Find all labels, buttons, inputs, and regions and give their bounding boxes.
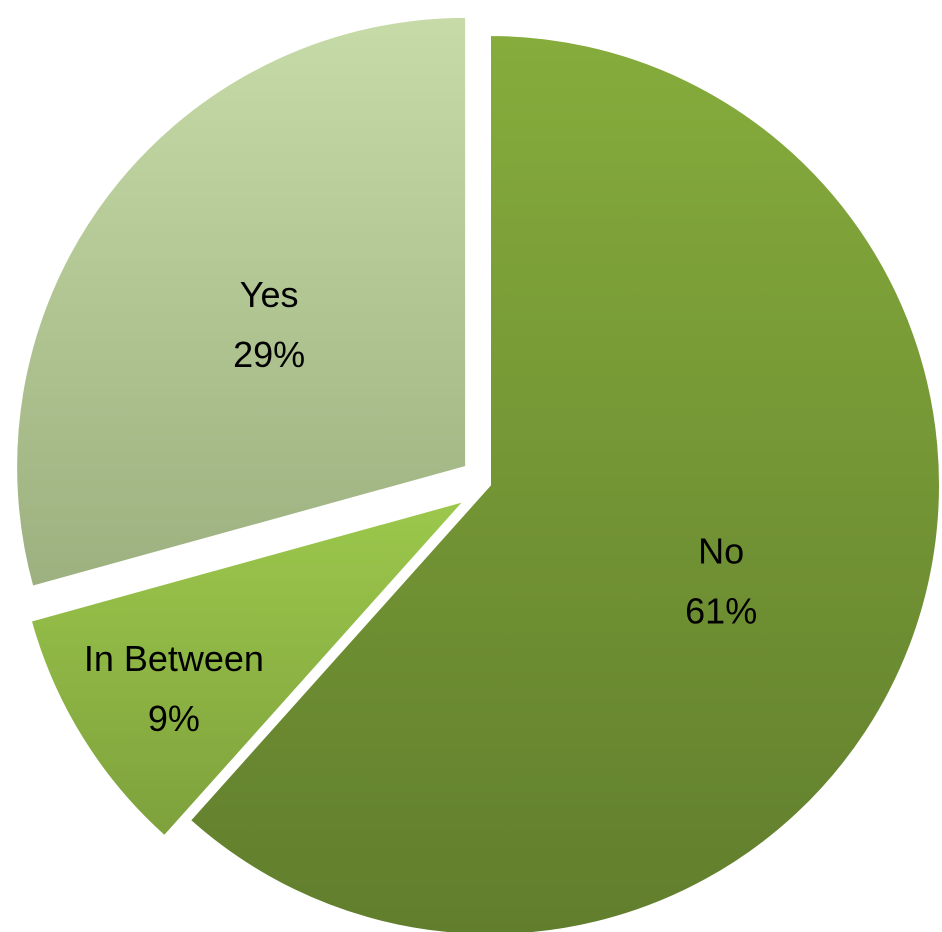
slices-layer	[15, 15, 941, 932]
slice-label-no: No	[698, 530, 744, 571]
slice-value-in-between: 9%	[148, 698, 200, 739]
pie-slice-yes	[15, 15, 468, 588]
slice-label-yes: Yes	[240, 274, 299, 315]
slice-value-no: 61%	[685, 590, 757, 631]
pie-slice-no	[188, 33, 941, 932]
pie-slice-in-between	[29, 498, 468, 838]
slice-label-in-between: In Between	[84, 638, 264, 679]
slice-value-yes: 29%	[233, 334, 305, 375]
labels-layer: No 61% In Between 9% Yes 29%	[84, 274, 757, 739]
